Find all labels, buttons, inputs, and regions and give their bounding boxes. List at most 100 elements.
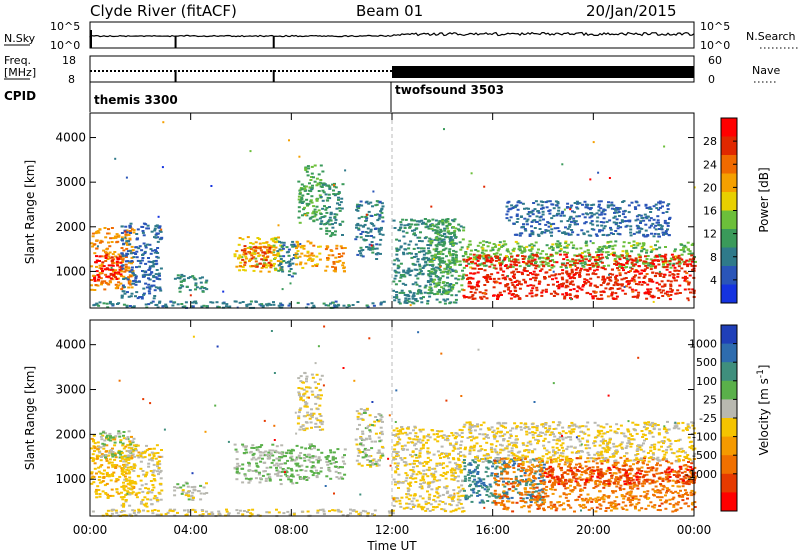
heatmap-cell (128, 270, 132, 273)
heatmap-cell (638, 272, 642, 275)
heatmap-cell (473, 286, 477, 289)
heatmap-cell (660, 225, 664, 228)
heatmap-cell (126, 436, 130, 439)
heatmap-cell (278, 456, 282, 458)
heatmap-cell (341, 477, 345, 480)
heatmap-cell (327, 184, 330, 187)
heatmap-cell (406, 224, 410, 227)
heatmap-cell (558, 243, 561, 246)
heatmap-cell (121, 498, 125, 501)
heatmap-cell (315, 476, 319, 479)
heatmap-cell (447, 290, 451, 293)
heatmap-cell (101, 490, 105, 493)
heatmap-cell (566, 259, 570, 261)
heatmap-cell (124, 256, 128, 258)
heatmap-cell (659, 291, 663, 294)
heatmap-cell (328, 187, 332, 190)
heatmap-cell (95, 488, 99, 491)
heatmap-cell (465, 260, 469, 263)
heatmap-cell (262, 245, 266, 248)
heatmap-cell (542, 265, 546, 268)
heatmap-cell (518, 249, 522, 252)
heatmap-cell (276, 250, 280, 253)
heatmap-cell (564, 264, 568, 267)
heatmap-cell (192, 496, 195, 499)
heatmap-cell (449, 271, 452, 274)
heatmap-cell (666, 224, 670, 227)
heatmap-cell (326, 199, 330, 202)
heatmap-cell (582, 265, 586, 268)
heatmap-cell (247, 303, 251, 306)
heatmap-cell (541, 261, 545, 264)
heatmap-cell (337, 198, 340, 201)
heatmap-cell (428, 264, 432, 267)
heatmap-cell (604, 287, 608, 290)
heatmap-cell (392, 458, 396, 461)
heatmap-cell (457, 495, 461, 498)
heatmap-cell (666, 228, 669, 231)
freq-sample (254, 70, 256, 72)
heatmap-cell (114, 287, 118, 290)
heatmap-cell (658, 283, 661, 286)
heatmap-cell (151, 474, 155, 476)
heatmap-cell (105, 471, 109, 474)
heatmap-cell (622, 245, 626, 248)
heatmap-cell (433, 293, 436, 296)
heatmap-cell (120, 238, 124, 241)
heatmap-cell (672, 276, 676, 279)
heatmap-cell (318, 252, 322, 255)
heatmap-cell (337, 256, 341, 258)
heatmap-cell (141, 275, 145, 278)
heatmap-cell (122, 286, 126, 289)
heatmap-cell (482, 295, 486, 298)
heatmap-cell (423, 291, 427, 294)
heatmap-cell (295, 469, 299, 472)
heatmap-cell (124, 241, 128, 244)
heatmap-cell (555, 214, 559, 217)
heatmap-cell (149, 261, 153, 263)
heatmap-cell (145, 449, 149, 452)
heatmap-cell (190, 495, 194, 498)
heatmap-cell (404, 431, 408, 434)
heatmap-cell (687, 288, 691, 291)
heatmap-cell (297, 417, 301, 420)
heatmap-cell (98, 481, 102, 484)
heatmap-cell (612, 298, 616, 300)
heatmap-cell (432, 478, 436, 481)
heatmap-cell (256, 449, 260, 452)
heatmap-cell (113, 464, 117, 466)
freq-sample (338, 70, 340, 72)
heatmap-cell (279, 483, 283, 486)
heatmap-cell (278, 457, 282, 460)
heatmap-cell (95, 472, 98, 475)
heatmap-cell (624, 285, 628, 288)
heatmap-cell (527, 207, 530, 210)
heatmap-cell (314, 422, 318, 425)
heatmap-cell (540, 291, 544, 294)
heatmap-cell (315, 265, 319, 267)
heatmap-cell (492, 280, 496, 283)
heatmap-cell (526, 284, 530, 287)
heatmap-cell (433, 278, 437, 281)
heatmap-cell (465, 264, 469, 267)
heatmap-cell (691, 268, 695, 271)
heatmap-cell (93, 278, 97, 280)
heatmap-cell (306, 396, 310, 399)
heatmap-cell (327, 254, 331, 257)
heatmap-cell (419, 231, 422, 234)
heatmap-cell (478, 291, 482, 294)
heatmap-cell (638, 281, 642, 284)
heatmap-cell (140, 452, 144, 455)
heatmap-cell (121, 258, 125, 261)
heatmap-cell (514, 240, 518, 243)
heatmap-cell (363, 410, 367, 412)
heatmap-cell (144, 262, 148, 265)
heatmap-cell (380, 452, 384, 455)
heatmap-cell (250, 446, 254, 449)
heatmap-cell (528, 292, 532, 295)
heatmap-cell (118, 255, 122, 258)
heatmap-cell (302, 208, 306, 211)
heatmap-cell (108, 257, 112, 260)
heatmap-cell (568, 225, 572, 228)
heatmap-cell (583, 278, 587, 281)
